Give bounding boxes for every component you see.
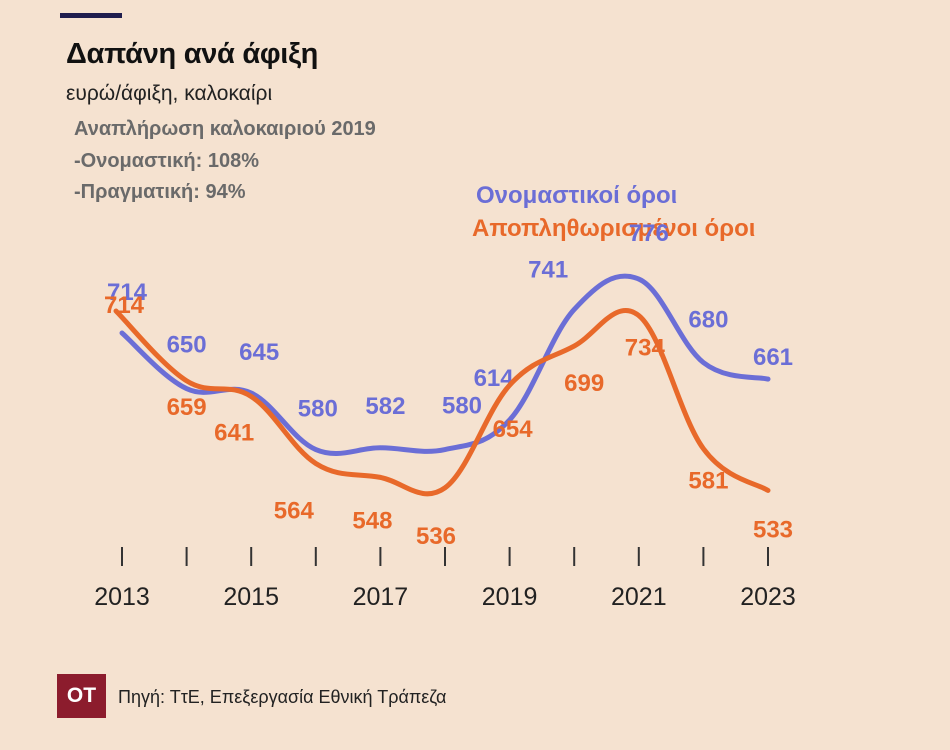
chart-subtitle: ευρώ/άφιξη, καλοκαίρι xyxy=(66,82,273,105)
data-label-nominal-2020: 741 xyxy=(528,256,568,283)
data-label-deflated-2014: 659 xyxy=(167,394,207,421)
x-tick-label-2023: 2023 xyxy=(740,583,796,611)
x-tick-label-2013: 2013 xyxy=(94,583,150,611)
data-label-deflated-2017: 548 xyxy=(352,507,392,534)
top-rule xyxy=(60,13,122,18)
note-real: -Πραγματική: 94% xyxy=(74,181,246,203)
data-label-deflated-2018: 536 xyxy=(416,523,456,550)
data-label-deflated-2023: 533 xyxy=(753,516,793,543)
chart-title: Δαπάνη ανά άφιξη xyxy=(66,38,319,70)
x-tick-label-2015: 2015 xyxy=(223,583,279,611)
data-label-nominal-2015: 645 xyxy=(239,339,279,366)
data-label-deflated-2022: 581 xyxy=(688,468,728,495)
data-label-nominal-2022: 680 xyxy=(688,307,728,334)
data-label-deflated-2019: 654 xyxy=(493,416,534,443)
data-label-deflated-2020: 699 xyxy=(564,370,604,397)
data-label-deflated-2016: 564 xyxy=(274,497,315,524)
legend-nominal: Ονομαστικοί όροι xyxy=(476,182,678,209)
data-label-nominal-2018: 580 xyxy=(442,393,482,420)
data-label-nominal-2013: 714 xyxy=(107,279,148,306)
note-nominal: -Ονομαστική: 108% xyxy=(74,150,259,172)
data-label-nominal-2021: 776 xyxy=(629,220,669,247)
ot-logo: OT xyxy=(57,674,106,718)
x-tick-label-2017: 2017 xyxy=(353,583,409,611)
legend-deflated: Αποπληθωρισμένοι όροι xyxy=(472,215,756,242)
source-note: Πηγή: ΤτΕ, Επεξεργασία Εθνική Τράπεζα xyxy=(118,687,447,707)
x-tick-label-2019: 2019 xyxy=(482,583,538,611)
data-label-nominal-2014: 650 xyxy=(167,332,207,359)
data-label-deflated-2015: 641 xyxy=(214,419,254,446)
note-heading: Αναπλήρωση καλοκαιριού 2019 xyxy=(74,118,376,140)
data-label-nominal-2017: 582 xyxy=(365,393,405,420)
data-label-nominal-2016: 580 xyxy=(298,396,338,423)
x-tick-label-2021: 2021 xyxy=(611,583,667,611)
data-label-deflated-2013: 714 xyxy=(104,292,145,319)
series-line-deflated xyxy=(113,307,771,497)
data-label-deflated-2021: 734 xyxy=(625,335,666,362)
data-label-nominal-2023: 661 xyxy=(753,344,793,371)
